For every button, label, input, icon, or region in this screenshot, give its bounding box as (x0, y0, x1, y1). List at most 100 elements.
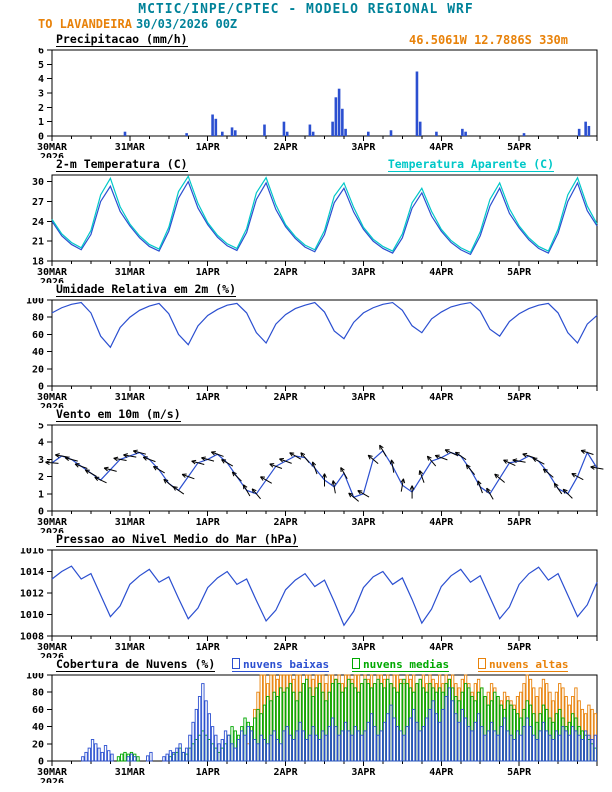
svg-text:4APR: 4APR (429, 392, 454, 403)
svg-text:5APR: 5APR (507, 392, 532, 403)
svg-text:2APR: 2APR (274, 642, 299, 653)
svg-text:0: 0 (38, 132, 44, 143)
panel-pressure: Pressao ao Nivel Medio do Mar (hPa) 1008… (0, 533, 612, 658)
svg-text:1008: 1008 (20, 632, 44, 643)
legend-label-nuvens-baixas: nuvens baixas (243, 658, 330, 671)
svg-text:3APR: 3APR (351, 642, 376, 653)
svg-text:4APR: 4APR (429, 642, 454, 653)
panel-title-wind: Vento em 10m (m/s) (56, 407, 181, 422)
svg-text:2026: 2026 (40, 402, 64, 408)
legend-label-nuvens-altas: nuvens altas (489, 658, 569, 671)
svg-text:3APR: 3APR (351, 517, 376, 528)
series-line (51, 174, 598, 254)
svg-text:5APR: 5APR (507, 267, 532, 278)
svg-text:4APR: 4APR (429, 767, 454, 778)
panel-title-cloud-cover: Cobertura de Nuvens (%) (56, 657, 216, 672)
svg-text:30MAR: 30MAR (37, 392, 68, 403)
svg-text:3: 3 (38, 89, 44, 100)
svg-text:24: 24 (32, 217, 44, 228)
panel-wind-title-row: Vento em 10m (m/s) (0, 408, 612, 423)
legend-nuvens-medias: nuvens medias (352, 658, 450, 672)
svg-text:30MAR: 30MAR (37, 142, 68, 153)
axes (47, 424, 598, 516)
svg-text:60: 60 (32, 330, 44, 341)
svg-text:20: 20 (32, 364, 44, 375)
svg-text:1016: 1016 (20, 548, 44, 557)
series-line (51, 565, 598, 627)
panel-wind: Vento em 10m (m/s) 0 1 2 3 4 5 30MAR 2026 31MAR 1… (0, 408, 612, 533)
cloud-bars-0 (81, 683, 598, 762)
svg-text:31MAR: 31MAR (115, 392, 146, 403)
panel-title-pressure: Pressao ao Nivel Medio do Mar (hPa) (56, 532, 299, 547)
precip-bars (123, 71, 591, 136)
svg-text:0: 0 (38, 757, 44, 768)
svg-text:3APR: 3APR (351, 767, 376, 778)
svg-text:2APR: 2APR (274, 392, 299, 403)
svg-text:2APR: 2APR (274, 517, 299, 528)
svg-text:5APR: 5APR (507, 142, 532, 153)
svg-text:2APR: 2APR (274, 142, 299, 153)
panel-humidity: Umidade Relativa em 2m (%) 0 20 40 60 80 100 3… (0, 283, 612, 408)
svg-text:4APR: 4APR (429, 517, 454, 528)
svg-text:2APR: 2APR (274, 767, 299, 778)
svg-text:3: 3 (38, 455, 44, 466)
svg-text:31MAR: 31MAR (115, 142, 146, 153)
legend-swatch-nuvens-baixas-icon (232, 658, 240, 669)
svg-text:4APR: 4APR (429, 267, 454, 278)
svg-text:30MAR: 30MAR (37, 267, 68, 278)
svg-text:5APR: 5APR (507, 642, 532, 653)
svg-text:1012: 1012 (20, 589, 44, 600)
wind-barbs (45, 444, 604, 502)
svg-text:1APR: 1APR (196, 642, 221, 653)
station-coordinates: 46.5061W 12.7886S 330m (409, 33, 568, 47)
svg-text:2026: 2026 (40, 652, 64, 658)
svg-text:3APR: 3APR (351, 392, 376, 403)
svg-text:40: 40 (32, 347, 44, 358)
svg-text:4: 4 (38, 74, 44, 85)
station-name: TO LAVANDEIRA (38, 17, 132, 31)
panel-temperature-title-row: 2-m Temperatura (C) Temperatura Aparente… (0, 158, 612, 173)
svg-text:100: 100 (26, 673, 44, 682)
axes (47, 174, 598, 266)
svg-text:20: 20 (32, 739, 44, 750)
svg-text:21: 21 (32, 237, 44, 248)
panel-temperature: 2-m Temperatura (C) Temperatura Aparente… (0, 158, 612, 283)
svg-text:1APR: 1APR (196, 142, 221, 153)
series-line (51, 180, 598, 256)
svg-text:30: 30 (32, 177, 44, 188)
svg-text:1014: 1014 (20, 567, 44, 578)
svg-text:30MAR: 30MAR (37, 767, 68, 778)
svg-text:40: 40 (32, 722, 44, 733)
svg-text:80: 80 (32, 313, 44, 324)
svg-text:4APR: 4APR (429, 142, 454, 153)
panel-title-precipitation: Precipitacao (mm/h) (56, 32, 188, 47)
svg-text:18: 18 (32, 257, 44, 268)
svg-text:1APR: 1APR (196, 267, 221, 278)
svg-text:31MAR: 31MAR (115, 767, 146, 778)
svg-text:60: 60 (32, 705, 44, 716)
svg-text:0: 0 (38, 507, 44, 518)
axes (47, 299, 598, 391)
svg-text:2APR: 2APR (274, 267, 299, 278)
svg-text:5APR: 5APR (507, 767, 532, 778)
panel-cloud-cover: Cobertura de Nuvens (%) nuvens baixas nu… (0, 658, 612, 783)
svg-text:27: 27 (32, 197, 44, 208)
legend-label-nuvens-medias: nuvens medias (363, 658, 450, 671)
svg-text:1: 1 (38, 489, 44, 500)
panel-title-humidity: Umidade Relativa em 2m (%) (56, 282, 237, 297)
svg-text:31MAR: 31MAR (115, 267, 146, 278)
legend-nuvens-altas: nuvens altas (478, 658, 569, 672)
panel-cloud-cover-title-row: Cobertura de Nuvens (%) nuvens baixas nu… (0, 658, 612, 673)
svg-text:6: 6 (38, 48, 44, 57)
chart-humidity: 0 20 40 60 80 100 30MAR 2026 31MAR 1APR 2APR 3APR 4A… (0, 298, 612, 408)
svg-text:2026: 2026 (40, 152, 64, 158)
chart-temperature: 18 21 24 27 30 30MAR 2026 31MAR 1APR 2APR 3APR 4APR… (0, 173, 612, 283)
svg-text:31MAR: 31MAR (115, 517, 146, 528)
